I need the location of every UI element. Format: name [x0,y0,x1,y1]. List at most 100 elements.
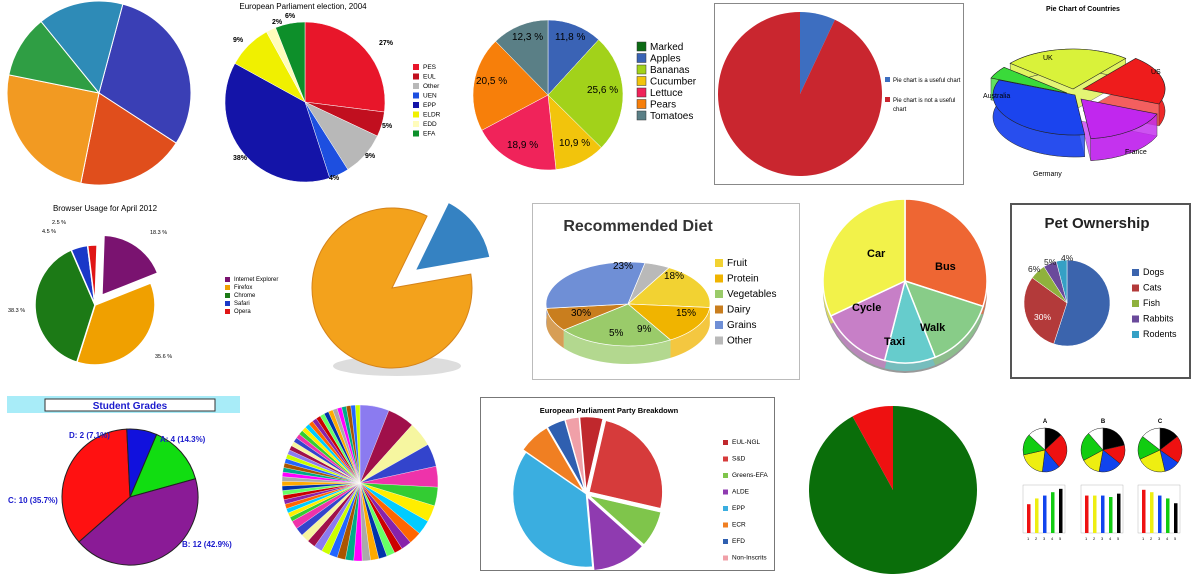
mini-bar [1043,495,1047,533]
mini-tick: 5 [1059,536,1062,541]
chart-tile-12 [255,390,470,574]
data-label: 10,9 % [559,138,590,149]
title-box [44,398,216,412]
legend-swatch [1132,331,1139,338]
pie-slice [86,244,98,306]
legend-swatch [636,76,647,86]
mini-title: C [1158,419,1163,425]
pie-slice [34,248,96,364]
pie-chart-2: European Parliament election, 2004 27% 5%… [224,2,441,183]
pie-slice [545,261,646,309]
legend-label: Lettuce [650,88,683,99]
legend-swatch [715,336,723,345]
legend-swatch [225,277,230,282]
legend-swatch [225,309,230,314]
legend-swatch [715,259,723,267]
mini-tick: 5 [1117,536,1120,541]
mini-tick: 2 [1150,536,1153,541]
pie-slice [1080,98,1158,140]
legend-swatch [413,111,419,118]
pie-slice [311,207,473,369]
legend-label: EFD [732,538,745,545]
legend-swatch [413,64,419,70]
mini-tick: 5 [1174,536,1177,541]
mini-tick: 2 [1093,536,1096,541]
data-label: 35.6 % [155,354,172,360]
pie-slice [992,79,1086,136]
mini-bar [1142,489,1146,533]
legend-swatch [413,121,419,127]
legend-label: Pie chart is not a useful chart [893,98,955,113]
data-label: 30% [1034,312,1051,322]
pie-chart-9-3d: Bus Walk Taxi Cycle Car [822,198,988,373]
chart-tile-9: Bus Walk Taxi Cycle Car [820,195,995,385]
pie-chart-4: Pie chart is a useful chart Pie chart is … [718,11,961,176]
pie-slice [829,279,907,362]
data-label: France [1125,149,1147,156]
data-label: 5% [382,123,393,130]
pie-slice [304,21,386,113]
pie-slice [1009,48,1127,90]
pie-slice [1056,259,1068,304]
data-label: 2% [272,19,283,26]
data-label: UK [1043,55,1053,62]
legend-label: PES [423,64,437,71]
legend-swatch [1132,315,1139,323]
legend-swatch [723,555,728,561]
pie-slice [129,433,197,498]
legend-label: Non-Inscrits [732,555,767,562]
pie-slice [1023,277,1068,345]
data-label: 6% [1028,264,1041,274]
pie-slice [822,198,906,317]
pie-slice [565,417,586,491]
legend-label: Fish [1143,298,1160,308]
legend-swatch [723,456,728,462]
legend-label: ALDE [732,489,750,496]
legend-swatch [636,87,647,98]
mini-tick: 3 [1101,536,1104,541]
pie-slice [40,0,124,95]
pie-slice [1142,427,1161,451]
chart-tile-2: European Parliament election, 2004 27% 5%… [215,0,455,190]
pie-chart-11: Student Grades A: 4 (14.3%) B: 12 (42.9%)… [7,396,240,566]
pie-slice [903,279,984,359]
data-label: 5% [1044,257,1057,267]
data-label: D: 2 (7.1%) [69,431,110,440]
pie-chart-5-3d: Pie Chart of Countries US France Germany Au… [983,6,1166,178]
pie-slice [126,428,158,498]
data-label: 30% [571,308,591,319]
mini-bar [1158,495,1162,533]
data-label: Germany [1033,171,1062,178]
legend-label: Fruit [727,258,747,269]
mini-bar [1027,504,1031,533]
mini-bar [1117,493,1121,533]
data-label: 38.3 % [8,308,25,314]
pie-slice [547,39,624,149]
mini-bar [1174,503,1178,533]
legend-label: Dairy [727,305,750,316]
legend-swatch [413,102,419,108]
legend-swatch [413,92,419,99]
chart-title-13: European Parliament Party Breakdown [540,406,679,415]
mini-tick: 2 [1035,536,1038,541]
data-label: 18% [664,271,684,282]
data-label: 15% [676,308,696,319]
mini-title: B [1101,419,1106,425]
pie-slice [547,419,585,491]
legend-label: EPP [423,102,436,109]
data-label: Taxi [884,336,905,348]
legend-swatch [413,73,419,80]
legend-label: Grains [727,320,756,331]
legend-label: Chrome [234,293,256,299]
pie-slice [589,495,662,545]
data-label: A: 4 (14.3%) [160,435,206,444]
chart-title-5: Pie Chart of Countries [1046,6,1120,13]
mini-tick: 4 [1109,536,1112,541]
legend-label: Other [727,336,753,347]
pie-slice [101,234,159,297]
mini-tick: 1 [1085,536,1088,541]
legend-swatch [225,285,230,290]
legend-label: UEN [423,93,437,100]
mini-title: A [1043,419,1048,425]
